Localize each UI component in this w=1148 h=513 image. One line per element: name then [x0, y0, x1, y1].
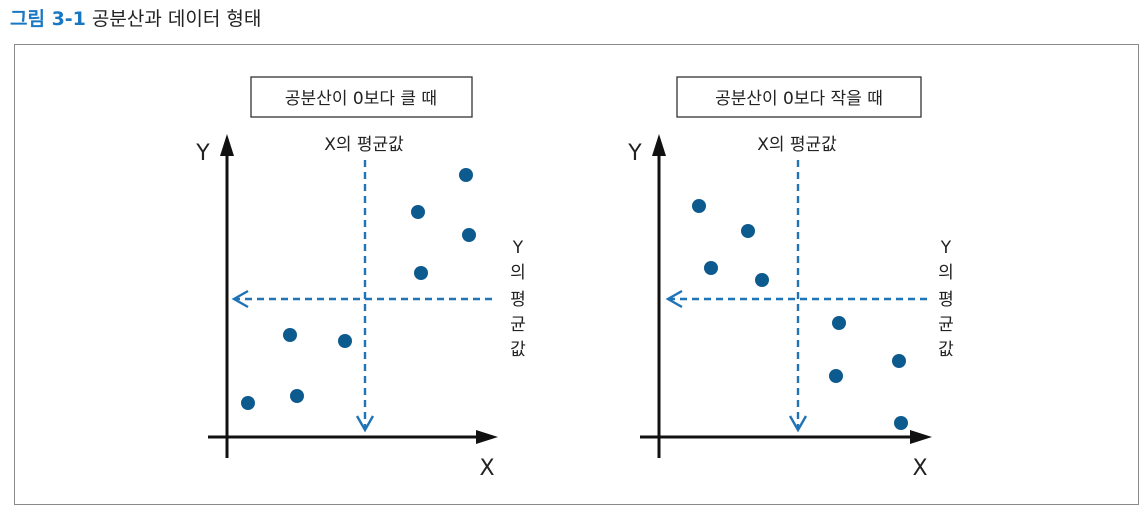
data-point [411, 205, 425, 219]
data-point [692, 199, 706, 213]
y-mean-label-char: 의 [510, 263, 526, 283]
y-mean-label-char: 평 [510, 290, 526, 310]
x-mean-label: X의 평균값 [324, 135, 404, 155]
y-mean-label-char: 평 [938, 290, 954, 310]
panel-caption: 공분산이 0보다 작을 때 [715, 89, 883, 109]
panel-positive: 공분산이 0보다 클 때 Y X X의 평균값 Y 의 평 균 값 [195, 76, 526, 481]
y-mean-label-char: Y [940, 238, 952, 258]
x-axis-label: X [479, 456, 494, 481]
x-axis-label: X [912, 456, 927, 481]
data-points [692, 199, 908, 430]
panel-negative: 공분산이 0보다 작을 때 Y X X의 평균값 Y 의 평 균 값 [627, 76, 954, 481]
y-mean-label-char: 균 [510, 315, 526, 335]
x-mean-label: X의 평균값 [757, 135, 837, 155]
y-axis-arrowhead [220, 134, 234, 156]
data-point [829, 369, 843, 383]
y-axis-label: Y [195, 141, 210, 166]
data-point [283, 328, 297, 342]
caption-box [250, 76, 473, 118]
caption-box [676, 76, 922, 118]
y-mean-label-char: Y [512, 238, 524, 258]
y-mean-label: Y 의 평 균 값 [938, 238, 954, 360]
x-axis-arrowhead [476, 430, 498, 444]
y-mean-label-char: 의 [938, 263, 954, 283]
data-point [338, 334, 352, 348]
data-point [894, 416, 908, 430]
x-axis-arrowhead [910, 430, 932, 444]
x-mean-arrowhead [355, 415, 375, 433]
data-point [741, 224, 755, 238]
x-mean-arrowhead [788, 415, 808, 433]
data-point [290, 389, 304, 403]
figure-number: 그림 3-1 [10, 8, 86, 30]
y-axis-arrowhead [652, 134, 666, 156]
y-mean-label-char: 균 [938, 315, 954, 335]
y-mean-label-char: 값 [510, 340, 526, 360]
data-point [459, 168, 473, 182]
data-point [892, 354, 906, 368]
data-points [241, 168, 476, 410]
figure-title: 그림 3-1 공분산과 데이터 형태 [10, 6, 261, 32]
y-mean-arrowhead [231, 289, 249, 309]
figure-frame [14, 44, 1139, 505]
data-point [241, 396, 255, 410]
y-mean-label: Y 의 평 균 값 [510, 238, 526, 360]
figure-caption: 공분산과 데이터 형태 [91, 8, 262, 30]
data-point [755, 273, 769, 287]
y-mean-arrowhead [665, 289, 683, 309]
data-point [462, 228, 476, 242]
y-mean-label-char: 값 [938, 340, 954, 360]
data-point [704, 261, 718, 275]
data-point [414, 266, 428, 280]
data-point [832, 316, 846, 330]
panel-caption: 공분산이 0보다 클 때 [285, 89, 437, 109]
y-axis-label: Y [627, 141, 642, 166]
